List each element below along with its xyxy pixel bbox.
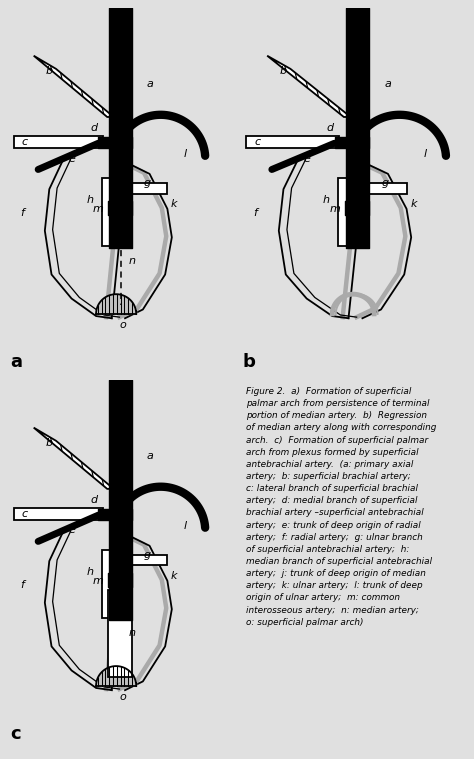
Polygon shape (101, 550, 110, 618)
Polygon shape (246, 136, 339, 148)
Text: a: a (10, 353, 22, 371)
Text: l: l (183, 521, 187, 531)
Text: f: f (21, 580, 25, 591)
Polygon shape (14, 136, 103, 148)
Text: f: f (254, 208, 257, 219)
Text: g: g (144, 550, 151, 559)
Text: d: d (326, 123, 334, 133)
Polygon shape (267, 55, 367, 130)
Polygon shape (132, 555, 167, 565)
Text: b: b (280, 66, 287, 76)
Text: f: f (21, 208, 25, 219)
Text: e: e (68, 153, 75, 163)
Text: c: c (10, 725, 21, 743)
Text: b: b (242, 353, 255, 371)
Text: e: e (303, 153, 310, 163)
Text: o: o (119, 691, 126, 702)
Text: c: c (255, 137, 261, 147)
Text: m: m (329, 204, 340, 214)
Text: o: o (119, 320, 126, 330)
Text: c: c (22, 509, 28, 519)
Text: a: a (146, 451, 153, 461)
Text: m: m (93, 204, 104, 214)
Text: k: k (171, 200, 177, 209)
Text: m: m (93, 576, 104, 586)
Text: l: l (183, 150, 187, 159)
Polygon shape (338, 178, 347, 246)
Text: l: l (424, 150, 427, 159)
Text: b: b (46, 438, 53, 448)
Text: k: k (410, 200, 417, 209)
Polygon shape (101, 178, 110, 246)
Text: d: d (90, 123, 98, 133)
Text: n: n (128, 257, 135, 266)
Text: b: b (46, 66, 53, 76)
Text: k: k (171, 572, 177, 581)
Text: n: n (128, 628, 135, 638)
Text: a: a (384, 79, 392, 89)
Text: h: h (323, 195, 330, 205)
Polygon shape (34, 427, 129, 502)
Text: g: g (382, 178, 389, 187)
Text: Figure 2.  a)  Formation of superficial
palmar arch from persistence of terminal: Figure 2. a) Formation of superficial pa… (246, 387, 437, 627)
Text: g: g (144, 178, 151, 187)
Text: c: c (22, 137, 28, 147)
Text: d: d (90, 495, 98, 505)
Text: h: h (87, 195, 94, 205)
Text: a: a (146, 79, 153, 89)
Polygon shape (34, 55, 129, 130)
Polygon shape (132, 183, 167, 194)
Text: e: e (68, 525, 75, 535)
Polygon shape (369, 183, 407, 194)
Polygon shape (14, 508, 103, 520)
Polygon shape (109, 590, 132, 677)
Text: h: h (87, 567, 94, 577)
